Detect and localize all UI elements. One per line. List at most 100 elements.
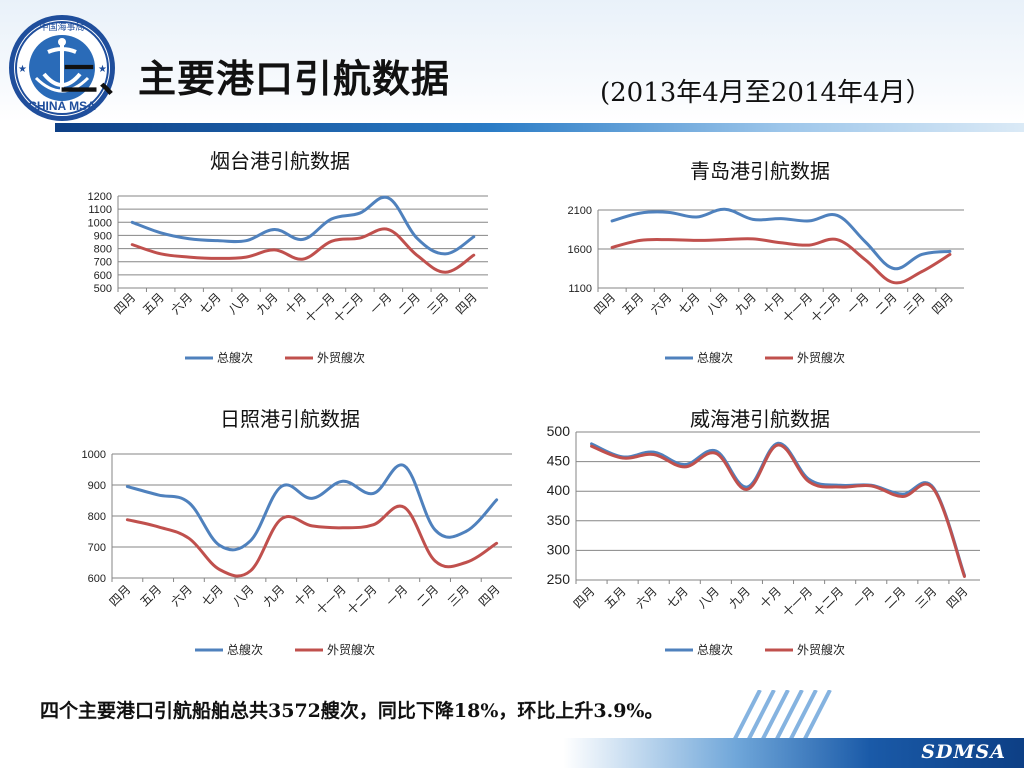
x-tick-label: 十一月 — [780, 290, 815, 325]
legend-label: 外贸艘次 — [797, 350, 845, 365]
date-range: (2013年4月至2014年4月） — [600, 78, 932, 108]
x-tick-label: 七月 — [664, 584, 691, 611]
x-tick-label: 二月 — [396, 290, 423, 317]
x-tick-label: 五月 — [140, 290, 167, 317]
x-tick-label: 三月 — [901, 290, 928, 317]
x-tick-label: 六月 — [168, 290, 195, 317]
series-line-total — [130, 195, 476, 256]
series-line-total — [610, 207, 952, 271]
x-tick-label: 八月 — [704, 290, 731, 317]
yantai-chart: 烟台港引航数据 500 600 700 800 900 1000 1100 1200 四月 五月 六月… — [60, 140, 500, 380]
footer-brand: SDMSA — [921, 741, 1006, 763]
x-tick-label: 四月 — [107, 582, 134, 609]
x-tick-label: 八月 — [225, 290, 252, 317]
x-tick-label: 二月 — [882, 584, 909, 611]
x-tick-label: 四月 — [571, 584, 598, 611]
y-tick-label: 1000 — [82, 449, 106, 461]
x-tick-label: 十二月 — [808, 290, 843, 325]
chart-title: 日照港引航数据 — [220, 407, 360, 431]
x-tick-label: 十一月 — [780, 584, 815, 619]
qingdao-chart: 青岛港引航数据 1100 1600 2100 四月 五月 六月 七月 八月 九月 十月 十一月 十二月一… — [540, 148, 980, 380]
x-tick-label: 十一月 — [302, 290, 337, 325]
page-title: 二、主要港口引航数据 — [60, 56, 451, 101]
x-tick-label: 六月 — [648, 290, 675, 317]
legend-label: 外贸艘次 — [797, 642, 845, 657]
legend-label: 总艘次 — [227, 642, 263, 657]
x-tick-label: 四月 — [476, 582, 503, 609]
x-tick-label: 十二月 — [811, 584, 846, 619]
x-tick-label: 九月 — [726, 584, 753, 611]
x-tick-label: 五月 — [602, 584, 629, 611]
series-line-foreign — [590, 443, 966, 578]
chart-title: 烟台港引航数据 — [210, 149, 350, 173]
china-msa-logo: CHINA MSA 中国海事局 ★ ★ — [9, 15, 115, 121]
x-tick-label: 一月 — [368, 290, 395, 317]
x-tick-label: 八月 — [230, 582, 257, 609]
y-tick-label: 250 — [547, 571, 571, 587]
x-tick-label: 四月 — [453, 290, 480, 317]
x-tick-label: 四月 — [591, 290, 618, 317]
legend-label: 总艘次 — [697, 350, 733, 365]
x-tick-label: 八月 — [695, 584, 722, 611]
title-underline — [55, 123, 1024, 132]
x-tick-label: 七月 — [199, 582, 226, 609]
series-line-foreign — [125, 504, 499, 578]
series-line-total — [590, 441, 966, 577]
y-tick-label: 700 — [88, 542, 106, 554]
y-tick-label: 1100 — [568, 283, 592, 295]
x-tick-label: 二月 — [873, 290, 900, 317]
x-tick-label: 四月 — [944, 584, 971, 611]
y-tick-label: 1600 — [568, 244, 592, 256]
x-tick-label: 三月 — [425, 290, 452, 317]
x-tick-label: 十二月 — [344, 582, 379, 617]
chart-title: 青岛港引航数据 — [690, 159, 830, 183]
legend-label: 外贸艘次 — [327, 642, 375, 657]
legend-label: 总艘次 — [217, 350, 253, 365]
x-tick-label: 十二月 — [331, 290, 366, 325]
y-tick-label: 1000 — [88, 217, 112, 229]
svg-text:★: ★ — [98, 64, 107, 75]
y-tick-label: 800 — [94, 244, 112, 256]
series-line-total — [125, 463, 499, 552]
x-tick-label: 二月 — [414, 582, 441, 609]
y-tick-label: 900 — [94, 230, 112, 242]
y-tick-label: 1100 — [88, 204, 112, 216]
svg-text:★: ★ — [18, 64, 27, 75]
rizhao-chart: 日照港引航数据 600 700 800 900 1000 四月 五月 六月 七月 八月 九月 十月 十一月… — [60, 400, 520, 670]
y-tick-label: 400 — [547, 482, 571, 498]
legend-label: 总艘次 — [697, 642, 733, 657]
x-tick-label: 五月 — [137, 582, 164, 609]
y-tick-label: 300 — [547, 541, 571, 557]
x-tick-label: 四月 — [111, 290, 138, 317]
chart-title: 威海港引航数据 — [690, 407, 830, 431]
x-tick-label: 一月 — [384, 582, 411, 609]
legend-label: 外贸艘次 — [317, 350, 365, 365]
weihai-chart: 威海港引航数据 250 300 350 400 450 500 四月 五月 六月 七月 八月 九月 十月十… — [530, 400, 990, 670]
logo-ring-text: 中国海事局 — [39, 21, 84, 33]
y-tick-label: 700 — [94, 257, 112, 269]
y-tick-label: 450 — [547, 453, 571, 469]
x-tick-label: 七月 — [676, 290, 703, 317]
y-tick-label: 1200 — [88, 191, 112, 203]
header-band — [0, 0, 1024, 122]
x-tick-label: 一月 — [850, 584, 877, 611]
x-tick-label: 三月 — [913, 584, 940, 611]
y-tick-label: 500 — [94, 283, 112, 295]
x-tick-label: 十月 — [291, 582, 318, 609]
x-tick-label: 九月 — [732, 290, 759, 317]
x-tick-label: 七月 — [197, 290, 224, 317]
x-tick-label: 九月 — [260, 582, 287, 609]
series-line-foreign — [610, 237, 952, 285]
x-tick-label: 五月 — [619, 290, 646, 317]
y-tick-label: 350 — [547, 512, 571, 528]
x-tick-label: 九月 — [254, 290, 281, 317]
y-tick-label: 600 — [94, 270, 112, 282]
logo-caption: CHINA MSA — [28, 99, 96, 113]
x-tick-label: 十月 — [757, 584, 784, 611]
summary-text: 四个主要港口引航船舶总共3572艘次，同比下降18%，环比上升3.9%。 — [40, 700, 664, 722]
y-tick-label: 900 — [88, 480, 106, 492]
y-tick-label: 600 — [88, 573, 106, 585]
